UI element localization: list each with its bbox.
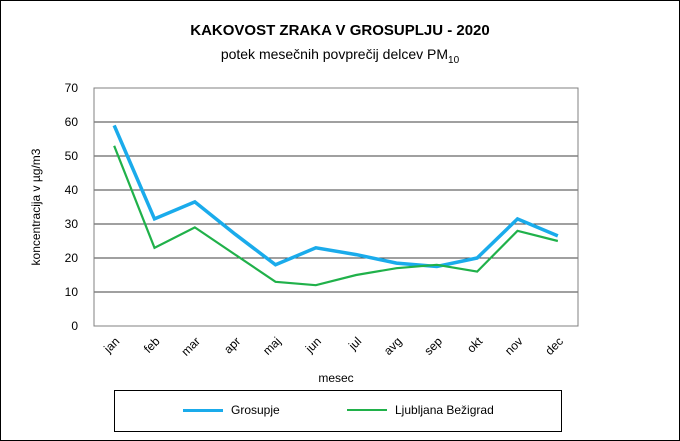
- y-tick-label: 30: [65, 217, 79, 231]
- y-tick-label: 70: [65, 81, 79, 95]
- x-tick-label-jan: jan: [100, 334, 122, 356]
- x-tick-label-dec: dec: [542, 334, 566, 358]
- y-tick-label: 10: [65, 285, 79, 299]
- y-tick-label: 40: [65, 183, 79, 197]
- x-tick-label-sep: sep: [421, 334, 445, 358]
- x-tick-label-apr: apr: [221, 334, 243, 356]
- x-tick-label-nov: nov: [502, 334, 526, 358]
- series-line-1: [113, 145, 559, 287]
- grid-lines: [94, 87, 578, 327]
- y-tick-label: 50: [65, 149, 79, 163]
- y-tick-labels: 0 10 20 30 40 50 60 70: [65, 81, 79, 333]
- x-tick-label-jul: jul: [345, 334, 364, 353]
- chart-subtitle: potek mesečnih povprečij delcev PM10: [0, 46, 680, 66]
- legend-swatch-grosupje: [183, 408, 223, 412]
- x-tick-label-maj: maj: [260, 334, 284, 358]
- chart-title: KAKOVOST ZRAKA V GROSUPLJU - 2020: [190, 22, 490, 39]
- legend-item-ljubljana: Ljubljana Bežigrad: [347, 403, 494, 417]
- x-tick-label-feb: feb: [141, 334, 163, 356]
- legend-label-ljubljana: Ljubljana Bežigrad: [395, 403, 494, 417]
- series-lines: [112, 124, 559, 287]
- legend-label-grosupje: Grosupje: [231, 403, 280, 417]
- y-axis-label: koncentracija v µg/m3: [29, 148, 43, 265]
- x-tick-label-jun: jun: [302, 334, 324, 356]
- y-tick-label: 60: [65, 115, 79, 129]
- subtitle-subscript: 10: [448, 54, 460, 66]
- x-tick-label-mar: mar: [178, 334, 203, 359]
- legend-item-grosupje: Grosupje: [183, 403, 280, 417]
- plot-area: [93, 87, 579, 327]
- x-axis-label: mesec: [318, 371, 353, 385]
- y-tick-label: 0: [71, 319, 78, 333]
- x-tick-label-okt: okt: [464, 334, 486, 356]
- x-tick-labels: jan feb mar apr maj jun jul avg sep okt nov dec: [100, 334, 566, 359]
- y-tick-label: 20: [65, 251, 79, 265]
- x-tick-label-avg: avg: [381, 334, 405, 358]
- legend-swatch-ljubljana: [347, 409, 387, 411]
- legend: Grosupje Ljubljana Bežigrad: [114, 390, 562, 432]
- series-line-0: [112, 124, 559, 269]
- subtitle-text: potek mesečnih povprečij delcev PM: [220, 46, 449, 62]
